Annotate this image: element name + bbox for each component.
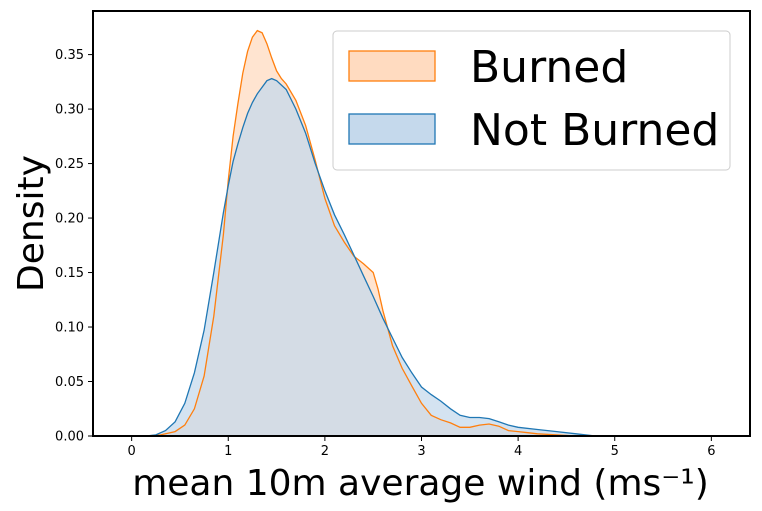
x-tick-label: 2 [321, 444, 329, 459]
x-tick-label: 6 [707, 444, 715, 459]
y-tick-label: 0.15 [55, 266, 84, 281]
y-tick-label: 0.25 [55, 157, 84, 172]
y-tick-label: 0.10 [55, 321, 84, 336]
axes-frame [92, 10, 751, 437]
y-axis-ticks: 0.00 0.05 0.10 0.15 0.20 0.25 0.30 0.35 [55, 48, 93, 445]
legend-swatch-burned [348, 50, 436, 82]
x-tick-label: 4 [514, 444, 522, 459]
x-axis-ticks: 0 1 2 3 4 5 6 [128, 436, 715, 459]
plot-area [146, 29, 596, 437]
y-tick-label: 0.30 [55, 103, 84, 118]
series-line-not-burned [146, 77, 596, 437]
x-tick-label: 3 [417, 444, 425, 459]
x-axis-label: mean 10m average wind (ms⁻¹) [132, 463, 709, 504]
legend-label-burned: Burned [470, 42, 628, 93]
legend-label-not-burned: Not Burned [470, 105, 719, 156]
x-tick-label: 0 [128, 444, 136, 459]
y-tick-label: 0.35 [55, 48, 84, 63]
legend: Burned Not Burned [332, 30, 731, 171]
y-tick-label: 0.20 [55, 212, 84, 227]
y-tick-label: 0.05 [55, 375, 84, 390]
y-tick-label: 0.00 [55, 430, 84, 445]
series-line-burned [146, 29, 577, 437]
x-tick-label: 1 [224, 444, 232, 459]
x-tick-label: 5 [611, 444, 619, 459]
series-area-not-burned [146, 78, 596, 436]
legend-swatch-not-burned [348, 113, 436, 145]
y-axis-label: Density [11, 155, 52, 292]
